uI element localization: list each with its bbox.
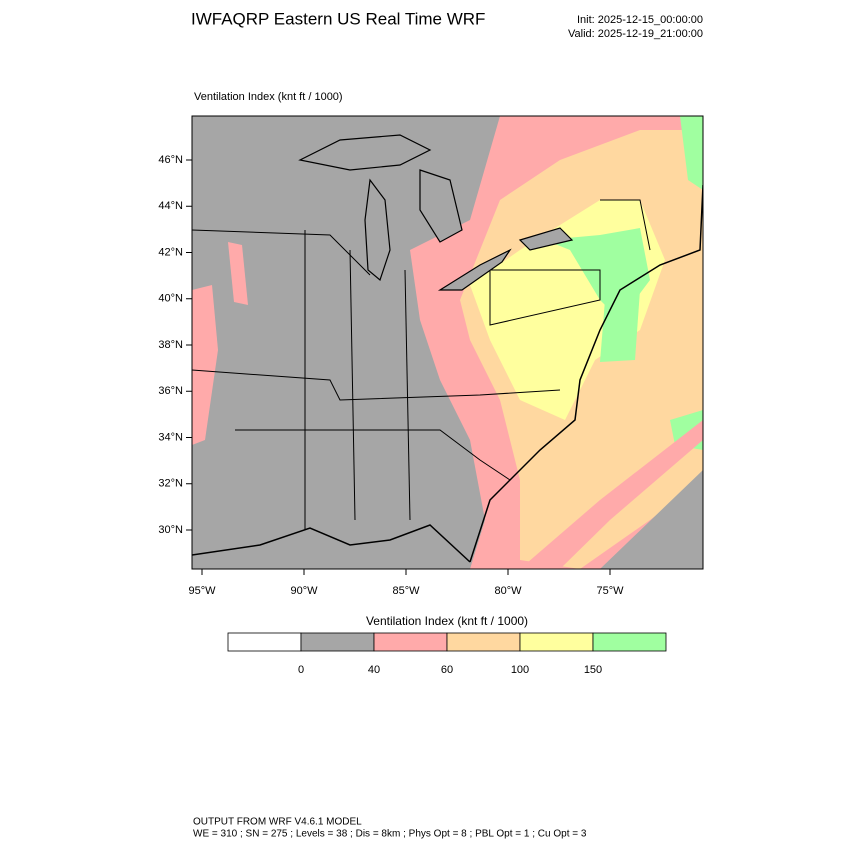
colorbar-segment (519, 632, 594, 652)
map (192, 116, 703, 569)
coastline (192, 184, 703, 563)
lakes (298, 134, 574, 291)
lon-label: 85°W (392, 585, 420, 597)
lon-label: 80°W (494, 585, 522, 597)
colorbar-segment (592, 632, 667, 652)
lat-label: 38°N (158, 339, 183, 351)
lat-label: 36°N (158, 385, 183, 397)
init-time: Init: 2025-12-15_00:00:00 (577, 14, 703, 26)
axes: 46°N 44°N 42°N 40°N 38°N 36°N 34°N 32°N 30°N 95°W… (158, 154, 624, 597)
colorbar-segment (227, 632, 302, 652)
region (680, 116, 703, 190)
colorbar-label: 60 (441, 664, 453, 676)
region (520, 420, 703, 569)
state-borders (192, 199, 651, 530)
colorbar-label: 150 (584, 664, 602, 676)
lon-label: 75°W (596, 585, 624, 597)
colorbar-segment (373, 632, 448, 652)
lat-label: 30°N (158, 524, 183, 536)
lat-label: 34°N (158, 431, 183, 443)
region (600, 290, 640, 362)
colorbar-segment (446, 632, 521, 652)
colorbar: 0 40 60 100 150 (227, 632, 667, 676)
lat-label: 46°N (158, 154, 183, 166)
region (600, 470, 703, 569)
lon-label: 90°W (290, 585, 318, 597)
footer-line: WE = 310 ; SN = 275 ; Levels = 38 ; Dis … (193, 829, 587, 840)
lat-label: 42°N (158, 246, 183, 258)
footer-line: OUTPUT FROM WRF V4.6.1 MODEL (193, 817, 362, 828)
lat-label: 44°N (158, 200, 183, 212)
colorbar-label: 40 (368, 664, 380, 676)
region (192, 285, 218, 445)
colorbar-label: 100 (511, 664, 529, 676)
field-label: Ventilation Index (knt ft / 1000) (194, 91, 343, 103)
region (228, 242, 248, 305)
lon-label: 95°W (188, 585, 216, 597)
colorbar-label: 0 (298, 664, 304, 676)
title: IWFAQRP Eastern US Real Time WRF (191, 9, 485, 28)
lat-label: 40°N (158, 293, 183, 305)
valid-time: Valid: 2025-12-19_21:00:00 (568, 28, 703, 40)
map-frame (191, 115, 704, 570)
colorbar-title: Ventilation Index (knt ft / 1000) (366, 614, 528, 628)
lat-label: 32°N (158, 478, 183, 490)
colorbar-segment (300, 632, 375, 652)
